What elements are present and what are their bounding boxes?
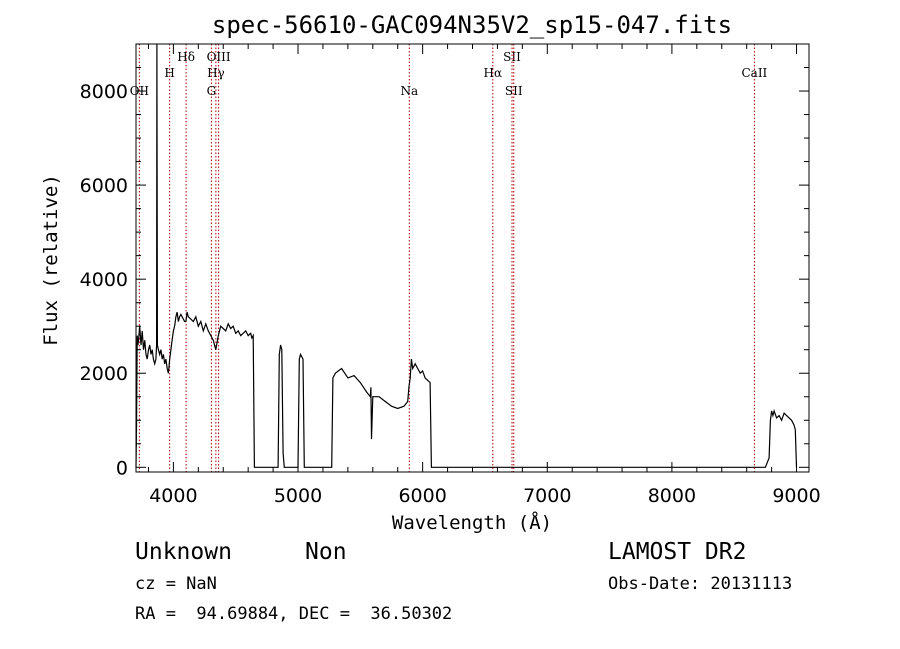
object-subclass: Non [305, 539, 347, 565]
marker-label-5: G [207, 84, 217, 98]
y-tick-label-0: 0 [116, 457, 128, 479]
y-tick-label-6000: 6000 [80, 175, 128, 197]
marker-label-2: Hδ [177, 50, 195, 64]
observation-date: Obs-Date: 20131113 [608, 574, 793, 594]
marker-label-1: H [164, 66, 174, 80]
plot-frame [135, 43, 810, 473]
coordinates: RA = 94.69884, DEC = 36.50302 [135, 604, 453, 624]
marker-label-9: SII [505, 84, 523, 98]
marker-label-10: CaII [741, 66, 767, 80]
marker-label-3: OIII [207, 50, 231, 64]
x-tick-label-6000: 6000 [398, 485, 446, 507]
x-axis-label: Wavelength (Å) [392, 511, 552, 534]
spectrum-line [135, 43, 798, 468]
y-tick-label-2000: 2000 [80, 363, 128, 385]
x-tick-label-9000: 9000 [772, 485, 820, 507]
y-tick-label-4000: 4000 [80, 269, 128, 291]
survey-name: LAMOST DR2 [608, 539, 747, 565]
object-class: Unknown [135, 539, 232, 565]
x-tick-label-8000: 8000 [648, 485, 696, 507]
x-tick-label-5000: 5000 [274, 485, 322, 507]
y-tick-label-8000: 8000 [80, 81, 128, 103]
x-tick-label-4000: 4000 [149, 485, 197, 507]
marker-label-4: Hγ [207, 66, 225, 80]
marker-label-7: Hα [484, 66, 503, 80]
marker-label-6: Na [400, 84, 418, 98]
axes: 4000 5000 6000 7000 8000 9000 0 2000 4000 6000 800… [80, 43, 821, 507]
marker-label-8: SII [503, 50, 521, 64]
x-tick-label-7000: 7000 [523, 485, 571, 507]
y-axis-label: Flux (relative) [40, 174, 62, 346]
redshift-cz: cz = NaN [135, 574, 217, 594]
chart-title: spec-56610-GAC094N35V2_sp15-047.fits [212, 11, 732, 39]
